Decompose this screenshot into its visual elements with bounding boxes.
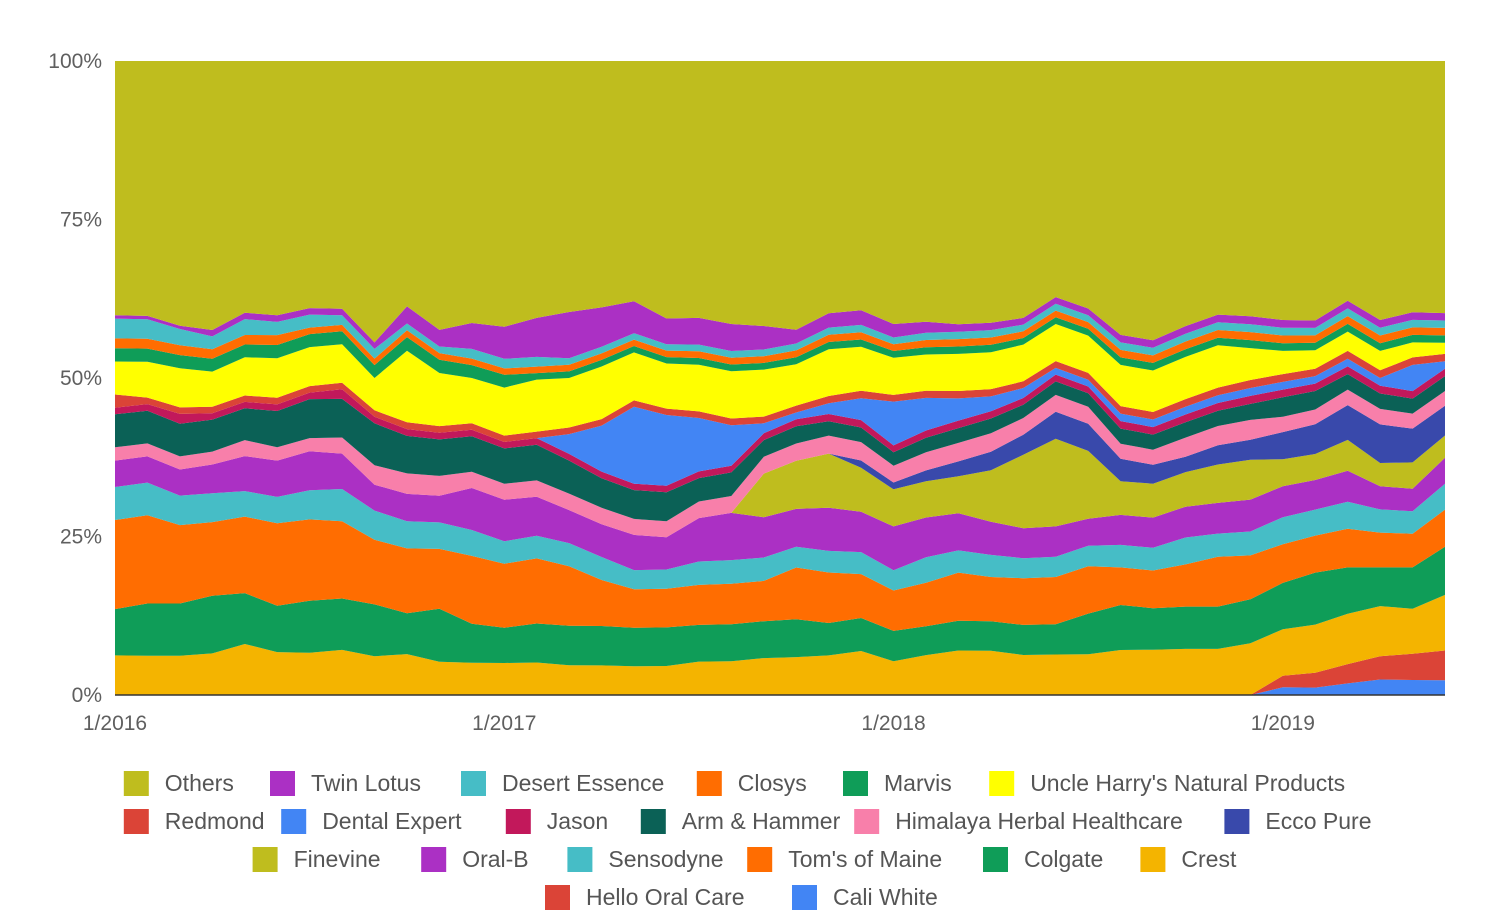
area-uncle-harry-s-natural-products — [115, 324, 1445, 436]
legend-label: Colgate — [1024, 846, 1103, 872]
area-desert-essence — [115, 303, 1445, 369]
legend-item-redmond: Redmond — [123, 808, 265, 834]
legend-swatch — [843, 771, 868, 796]
legend-swatch — [1140, 847, 1166, 872]
legend-swatch — [461, 771, 486, 796]
area-dental-expert — [115, 358, 1445, 486]
legend-item-tom-s-of-maine: Tom's of Maine — [747, 846, 942, 872]
y-tick-label: 75% — [60, 209, 102, 232]
area-tom-s-of-maine — [115, 509, 1445, 631]
legend-label: Hello Oral Care — [586, 884, 745, 910]
legend-swatch — [989, 771, 1015, 796]
legend-item-twin-lotus: Twin Lotus — [270, 770, 421, 796]
legend-swatch — [123, 771, 149, 796]
x-tick-label: 1/2017 — [472, 712, 536, 735]
legend-swatch — [123, 809, 149, 834]
legend-label: Others — [165, 770, 234, 796]
legend-label: Twin Lotus — [311, 770, 421, 796]
legend-item-crest: Crest — [1140, 846, 1237, 872]
legend: Others Twin Lotus Desert Essence Closys Marv… — [123, 770, 1372, 910]
legend-item-marvis: Marvis — [843, 770, 952, 796]
area-series-group — [115, 61, 1445, 695]
legend-item-ecco-pure: Ecco Pure — [1224, 808, 1372, 834]
legend-label: Finevine — [294, 846, 381, 872]
legend-label: Closys — [738, 770, 807, 796]
x-axis: 1/2016 1/2017 1/2018 1/2019 — [83, 694, 1445, 735]
legend-item-himalaya-herbal-healthcare: Himalaya Herbal Healthcare — [854, 808, 1183, 834]
legend-swatch — [747, 847, 773, 872]
area-closys — [115, 310, 1445, 375]
legend-item-closys: Closys — [696, 770, 807, 796]
legend-swatch — [270, 771, 295, 796]
legend-label: Oral-B — [462, 846, 528, 872]
area-colgate — [115, 546, 1445, 667]
legend-swatch — [983, 847, 1008, 872]
x-tick-label: 1/2016 — [83, 712, 147, 735]
area-finevine — [115, 435, 1445, 538]
legend-item-finevine: Finevine — [252, 846, 381, 872]
legend-swatch — [792, 885, 817, 910]
legend-label: Marvis — [884, 770, 952, 796]
legend-item-desert-essence: Desert Essence — [461, 770, 664, 796]
legend-label: Dental Expert — [322, 808, 462, 834]
legend-swatch — [545, 885, 570, 910]
area-others — [115, 61, 1445, 343]
x-tick-label: 1/2019 — [1251, 712, 1315, 735]
legend-item-dental-expert: Dental Expert — [281, 808, 462, 834]
legend-item-sensodyne: Sensodyne — [567, 846, 723, 872]
legend-swatch — [252, 847, 278, 872]
legend-swatch — [696, 771, 722, 796]
legend-label: Sensodyne — [608, 846, 723, 872]
area-crest — [115, 594, 1445, 695]
legend-item-jason: Jason — [505, 808, 608, 834]
legend-swatch — [421, 847, 447, 872]
area-himalaya-herbal-healthcare — [115, 389, 1445, 538]
area-sensodyne — [115, 482, 1445, 591]
legend-label: Crest — [1181, 846, 1237, 872]
area-jason — [115, 366, 1445, 493]
y-tick-label: 25% — [60, 526, 102, 549]
legend-item-cali-white: Cali White — [792, 884, 938, 910]
y-tick-label: 50% — [60, 367, 102, 390]
legend-label: Arm & Hammer — [682, 808, 841, 834]
area-marvis — [115, 317, 1445, 388]
area-ecco-pure — [115, 405, 1445, 538]
area-twin-lotus — [115, 297, 1445, 359]
legend-label: Desert Essence — [502, 770, 664, 796]
legend-swatch — [281, 809, 307, 834]
legend-item-oral-b: Oral-B — [421, 846, 529, 872]
legend-swatch — [505, 809, 531, 834]
y-axis: 0% 25% 50% 75% 100% — [48, 50, 102, 707]
legend-label: Cali White — [833, 884, 938, 910]
legend-label: Himalaya Herbal Healthcare — [895, 808, 1183, 834]
y-tick-label: 100% — [48, 50, 102, 73]
area-cali-white — [115, 679, 1445, 695]
legend-label: Tom's of Maine — [788, 846, 942, 872]
area-oral-b — [115, 451, 1445, 571]
legend-swatch — [854, 809, 880, 834]
area-arm-hammer — [115, 374, 1445, 522]
legend-swatch — [640, 809, 666, 834]
legend-swatch — [567, 847, 593, 872]
legend-item-colgate: Colgate — [983, 846, 1103, 872]
y-tick-label: 0% — [72, 684, 102, 707]
x-tick-label: 1/2018 — [861, 712, 925, 735]
legend-item-hello-oral-care: Hello Oral Care — [545, 884, 745, 910]
legend-label: Ecco Pure — [1265, 808, 1371, 834]
legend-label: Redmond — [165, 808, 265, 834]
legend-swatch — [1224, 809, 1250, 834]
legend-label: Uncle Harry's Natural Products — [1030, 770, 1345, 796]
legend-item-arm-hammer: Arm & Hammer — [640, 808, 841, 834]
legend-item-others: Others — [123, 770, 234, 796]
legend-label: Jason — [547, 808, 608, 834]
legend-item-uncle-harry-s-natural-products: Uncle Harry's Natural Products — [989, 770, 1345, 796]
